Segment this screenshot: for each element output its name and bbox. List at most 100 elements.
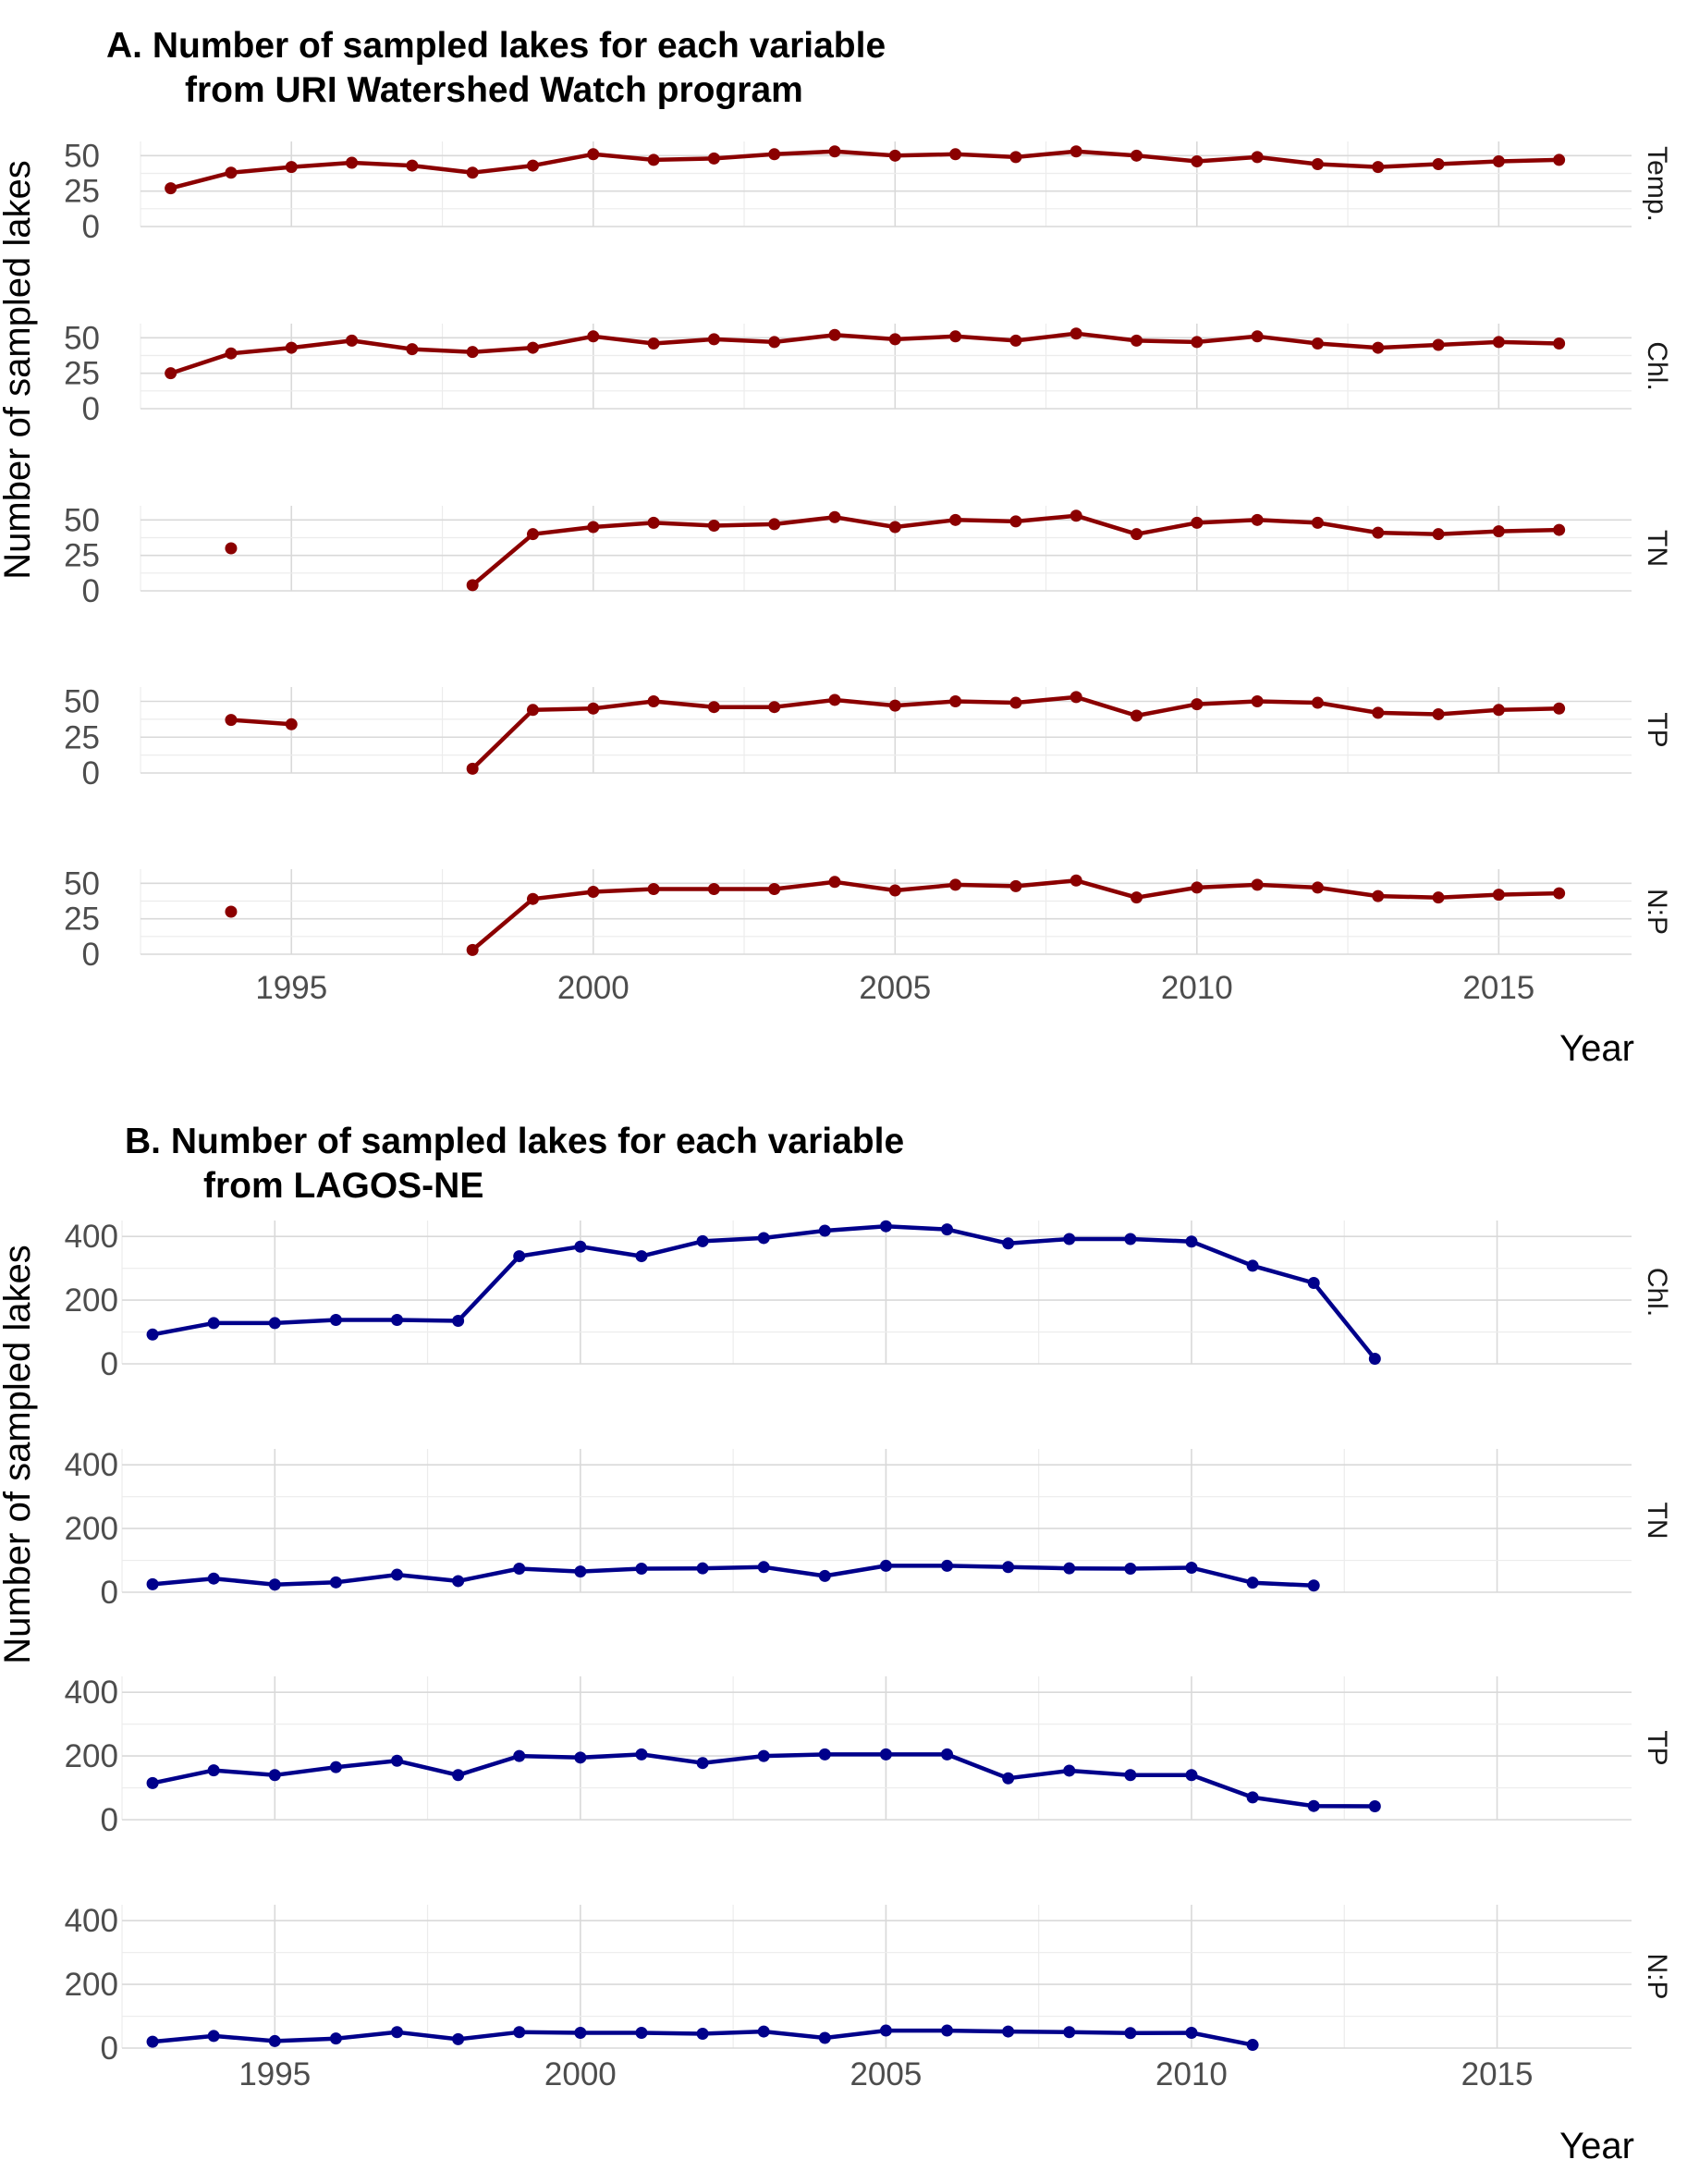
data-point [768, 518, 781, 531]
data-point [406, 343, 419, 356]
data-point [513, 1749, 526, 1762]
data-point [949, 513, 962, 526]
data-point [696, 1757, 709, 1770]
data-point [1002, 2025, 1015, 2038]
data-point [888, 149, 901, 162]
y-tick-label: 0 [101, 1802, 118, 1838]
data-point [1492, 889, 1505, 902]
title-b-line1: B. Number of sampled lakes for each vari… [125, 1122, 904, 1161]
data-point [949, 878, 962, 891]
data-point [526, 159, 539, 172]
data-point [268, 1769, 281, 1782]
data-point [1185, 1561, 1198, 1574]
title-a-line1: A. Number of sampled lakes for each vari… [106, 26, 886, 66]
x-tick-label: 2000 [544, 2056, 617, 2092]
data-point [526, 892, 539, 905]
data-point [941, 2024, 954, 2037]
data-point [452, 1769, 465, 1782]
data-point [647, 516, 660, 529]
data-point [1191, 698, 1204, 711]
data-point [1307, 1277, 1320, 1290]
y-tick-label: 25 [64, 902, 100, 938]
title-b-line2: from LAGOS-NE [203, 1166, 483, 1206]
data-point [1131, 891, 1143, 904]
data-point [879, 1559, 892, 1572]
strip-label: TP [1642, 712, 1672, 747]
data-point [949, 330, 962, 343]
data-point [466, 579, 479, 592]
data-point [466, 762, 479, 775]
data-point [1063, 1562, 1076, 1575]
y-tick-label: 50 [64, 865, 100, 902]
data-point [879, 2024, 892, 2037]
data-point [1124, 1233, 1137, 1245]
data-point [526, 528, 539, 541]
data-point [647, 153, 660, 166]
strip-label: N:P [1642, 889, 1672, 935]
data-point [1063, 2026, 1076, 2039]
y-tick-label: 400 [65, 1447, 118, 1483]
data-point [1246, 1791, 1259, 1804]
data-point [757, 1749, 770, 1762]
data-point [146, 2035, 159, 2048]
x-tick-label: 2005 [859, 970, 931, 1006]
data-point [225, 166, 238, 179]
data-point [635, 1250, 648, 1263]
data-point [1432, 707, 1445, 720]
data-point [329, 1761, 342, 1773]
data-point [949, 695, 962, 707]
data-point [207, 1764, 220, 1777]
data-point [574, 1240, 587, 1253]
y-tick-label: 200 [65, 1738, 118, 1774]
data-point [635, 1748, 648, 1761]
data-point [647, 337, 660, 350]
data-point [1131, 334, 1143, 347]
y-tick-label: 200 [65, 1967, 118, 2003]
data-point [587, 330, 600, 343]
data-point [268, 1578, 281, 1591]
data-point [1372, 526, 1385, 539]
data-point [828, 693, 841, 706]
data-point [1553, 523, 1566, 536]
data-point [818, 1748, 831, 1761]
data-point [696, 1234, 709, 1247]
panel-tp: 0 200 400 TP [65, 1675, 1672, 1838]
x-tick-label: 1995 [255, 970, 327, 1006]
data-point [707, 701, 720, 714]
data-point [1553, 887, 1566, 900]
x-tick-label: 1995 [238, 2056, 311, 2092]
y-tick-label: 200 [65, 1282, 118, 1319]
data-point [696, 1562, 709, 1575]
data-point [1311, 696, 1324, 709]
data-point [1311, 337, 1324, 350]
xlabel-b: Year [1559, 2126, 1634, 2166]
data-point [1251, 695, 1264, 707]
data-point [1131, 149, 1143, 162]
data-point [1070, 509, 1082, 522]
data-point [768, 336, 781, 349]
xlabel-a: Year [1559, 1028, 1634, 1069]
data-point [1251, 878, 1264, 891]
y-tick-label: 50 [64, 684, 100, 720]
data-point [1009, 334, 1022, 347]
data-point [526, 341, 539, 354]
data-point [513, 1250, 526, 1263]
data-point [1368, 1352, 1381, 1365]
data-point [941, 1559, 954, 1572]
data-point [1124, 1563, 1137, 1576]
data-point [949, 148, 962, 161]
data-point [818, 1569, 831, 1582]
data-point [768, 701, 781, 714]
data-point [225, 347, 238, 360]
panel-tn: 0 200 400 TN [65, 1447, 1672, 1611]
x-tick-label: 2015 [1461, 2056, 1534, 2092]
y-tick-label: 25 [64, 538, 100, 574]
data-point [329, 1576, 342, 1589]
data-point [466, 943, 479, 956]
data-point [346, 156, 359, 169]
data-point [1307, 1799, 1320, 1812]
data-point [391, 1568, 404, 1581]
